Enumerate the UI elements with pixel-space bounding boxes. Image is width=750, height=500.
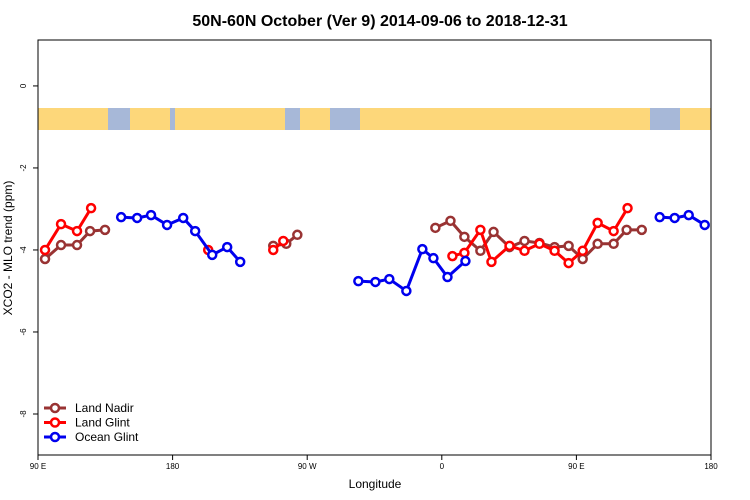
- point: [145, 209, 157, 221]
- point: [592, 217, 603, 229]
- point: [99, 224, 111, 236]
- legend-label: Land Nadir: [75, 401, 134, 415]
- point: [161, 219, 173, 231]
- x-tick-label: 90 W: [298, 462, 317, 471]
- point: [519, 245, 530, 257]
- point: [475, 224, 486, 236]
- point: [39, 244, 51, 256]
- x-tick-label: 90 E: [30, 462, 46, 471]
- point: [131, 212, 143, 224]
- point: [549, 245, 560, 257]
- point: [221, 241, 233, 253]
- point: [608, 238, 619, 250]
- point: [622, 202, 633, 214]
- point: [71, 239, 83, 251]
- point: [115, 211, 127, 223]
- point: [636, 224, 648, 236]
- point: [563, 240, 574, 252]
- point: [442, 271, 453, 283]
- point: [292, 229, 303, 241]
- x-tick-label: 180: [166, 462, 180, 471]
- point: [608, 225, 619, 237]
- point: [428, 252, 439, 264]
- point: [534, 238, 545, 250]
- point: [278, 235, 289, 247]
- point: [486, 256, 497, 268]
- point: [460, 255, 471, 267]
- x-axis-label: Longitude: [349, 477, 402, 491]
- point: [592, 238, 603, 250]
- point: [370, 276, 381, 288]
- point: [234, 256, 246, 268]
- y-tick-label: -8: [19, 410, 28, 418]
- point: [488, 226, 499, 238]
- point: [84, 225, 96, 237]
- legend-marker: [49, 417, 61, 428]
- point: [353, 275, 364, 287]
- point: [699, 219, 710, 231]
- point: [55, 239, 67, 251]
- point: [39, 253, 51, 265]
- point: [55, 218, 67, 230]
- legend-marker: [49, 431, 61, 443]
- point: [85, 202, 97, 214]
- point: [177, 212, 189, 224]
- point: [459, 231, 470, 243]
- point: [268, 244, 279, 256]
- x-tick-label: 0: [440, 462, 445, 471]
- x-tick-label: 90 E: [568, 462, 584, 471]
- point: [621, 224, 632, 236]
- point: [475, 245, 486, 257]
- legend-label: Ocean Glint: [75, 430, 139, 444]
- point: [430, 222, 441, 234]
- point: [654, 211, 665, 223]
- point: [445, 215, 456, 227]
- y-tick-label: 0: [19, 83, 28, 88]
- point: [683, 209, 694, 221]
- y-axis-label: XCO2 - MLO trend (ppm): [1, 181, 15, 316]
- y-tick-label: -4: [19, 246, 28, 254]
- point: [189, 225, 201, 237]
- x-tick-label: 180: [704, 462, 718, 471]
- point: [577, 253, 588, 265]
- point: [459, 247, 470, 259]
- point: [519, 235, 530, 247]
- y-tick-label: -2: [19, 164, 28, 172]
- point: [504, 240, 515, 252]
- map-strip: [38, 108, 711, 130]
- legend-label: Land Glint: [75, 416, 130, 430]
- y-tick-label: -6: [19, 328, 28, 336]
- plot-frame: [37, 39, 712, 456]
- legend-marker: [49, 402, 61, 414]
- point: [417, 243, 428, 255]
- point: [577, 245, 588, 257]
- point: [563, 257, 574, 269]
- point: [447, 250, 458, 262]
- point: [669, 212, 680, 224]
- chart-title: 50N-60N October (Ver 9) 2014-09-06 to 20…: [192, 13, 567, 30]
- point: [206, 249, 218, 261]
- point: [384, 273, 395, 285]
- point: [401, 285, 412, 297]
- point: [71, 225, 83, 237]
